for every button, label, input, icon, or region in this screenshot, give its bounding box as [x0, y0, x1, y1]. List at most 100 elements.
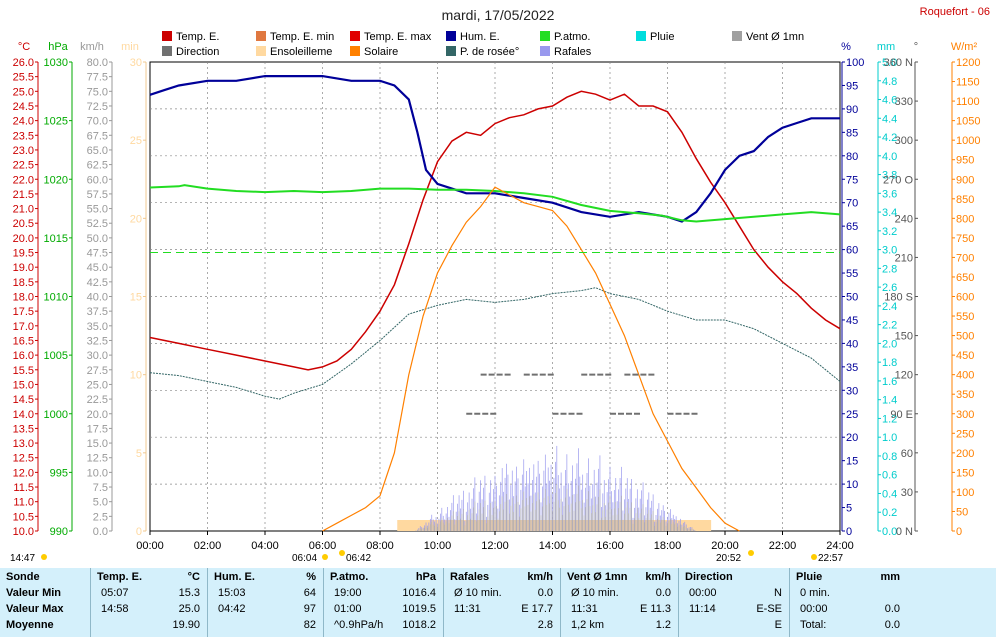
stats-unit: km/h	[645, 571, 671, 583]
tick-label-solar: 950	[956, 155, 974, 167]
sun-bar	[699, 520, 703, 531]
tick-label-rain: 4.6	[882, 95, 897, 107]
tick-label-temp: 21.5	[13, 189, 34, 201]
stats-value: 1018.2	[402, 619, 436, 631]
tick-label-direction: 150	[895, 331, 913, 343]
tick-label-rain: 4.8	[882, 76, 897, 88]
chart-legend: Temp. E. Temp. E. min Temp. E. max Hum. E. P…	[162, 31, 804, 58]
tick-label-temp: 26.0	[13, 57, 34, 69]
sun-bar	[693, 520, 697, 531]
tick-label-solar: 450	[956, 350, 974, 362]
event-time: 06:42	[346, 553, 371, 564]
x-tick-label: 10:00	[424, 540, 452, 552]
tick-label-temp: 10.0	[13, 526, 34, 538]
legend-label: Vent Ø 1mn	[746, 31, 804, 43]
stats-time: Total:	[800, 619, 827, 631]
chart-title: mardi, 17/05/2022	[442, 7, 555, 23]
tick-label-humidity: 45	[846, 315, 858, 327]
series-line-solaire	[322, 186, 740, 532]
tick-label-rain: 2.2	[882, 320, 897, 332]
legend-swatch	[540, 31, 550, 41]
stats-value: 0.0	[655, 587, 671, 599]
tick-label-humidity: 25	[846, 409, 858, 421]
tick-label-wind: 77.5	[87, 72, 108, 84]
tick-label-rain: 2.0	[882, 338, 897, 350]
stats-value: 1016.4	[402, 587, 436, 599]
tick-label-direction: 30	[901, 487, 913, 499]
legend-swatch	[732, 31, 742, 41]
axis-unit-label: min	[121, 41, 139, 53]
tick-label-wind: 20.0	[87, 409, 108, 421]
tick-label-solar: 800	[956, 213, 974, 225]
stats-column: Hum. E.% 15:03 04:42 64 97 82	[207, 568, 324, 637]
sun-bar	[403, 520, 407, 531]
tick-label-sun: 30	[130, 57, 142, 69]
stats-time: 00:00	[689, 587, 717, 599]
stats-time: 05:07	[101, 587, 129, 599]
tick-label-temp: 16.5	[13, 335, 34, 347]
tick-label-wind: 10.0	[87, 467, 108, 479]
axis-unit-label: hPa	[48, 41, 68, 53]
x-tick-label: 04:00	[251, 540, 279, 552]
stats-header: P.atmo.	[330, 571, 369, 583]
stats-time: 11:31	[571, 603, 598, 615]
tick-label-temp: 14.5	[13, 394, 34, 406]
stats-header: Pluie	[796, 571, 823, 583]
stats-unit: hPa	[415, 571, 436, 583]
tick-label-rain: 5.0	[882, 57, 897, 69]
tick-label-humidity: 70	[846, 198, 858, 210]
tick-label-solar: 750	[956, 233, 974, 245]
tick-label-rain: 1.8	[882, 357, 897, 369]
stats-column: Temp. E. °C 05:07 14:58 15.3 25.0 19.90	[90, 568, 208, 637]
tick-label-temp: 11.5	[13, 482, 34, 494]
tick-label-temp: 10.5	[13, 511, 34, 523]
stats-time: 01:00	[334, 603, 362, 615]
tick-label-wind: 45.0	[87, 262, 108, 274]
axis-unit-label: °C	[18, 41, 30, 53]
legend-swatch	[256, 46, 266, 56]
tick-label-humidity: 5	[846, 503, 852, 515]
tick-label-solar: 400	[956, 370, 974, 382]
x-tick-label: 22:00	[769, 540, 797, 552]
tick-label-solar: 0	[956, 526, 962, 538]
stats-value: 82	[303, 619, 316, 631]
tick-label-sun: 20	[130, 213, 142, 225]
tick-label-direction: 60	[901, 448, 913, 460]
event-time: 06:04	[292, 553, 317, 564]
stats-row-label: Valeur Min	[6, 587, 62, 599]
tick-label-wind: 32.5	[87, 335, 108, 347]
tick-label-humidity: 35	[846, 362, 858, 374]
event-time: 22:57	[818, 553, 843, 564]
tick-label-solar: 700	[956, 252, 974, 264]
tick-label-humidity: 60	[846, 245, 858, 257]
chart-lines	[149, 75, 841, 532]
legend-swatch	[350, 31, 360, 41]
x-tick-label: 18:00	[654, 540, 682, 552]
tick-label-humidity: 20	[846, 432, 858, 444]
stats-value: E-SE	[756, 603, 782, 615]
tick-label-solar: 850	[956, 194, 974, 206]
legend-swatch	[446, 31, 456, 41]
stats-column: Rafales km/h Ø 10 min. 11:31 0.0 E 17.7 2.8	[443, 568, 561, 637]
tick-label-temp: 17.5	[13, 306, 34, 318]
stats-time: 11:14	[689, 603, 716, 615]
tick-label-solar: 150	[956, 467, 974, 479]
tick-label-wind: 67.5	[87, 130, 108, 142]
stats-column: Sonde Valeur Min Valeur Max Moyenne	[0, 568, 90, 637]
tick-label-wind: 25.0	[87, 379, 108, 391]
tick-label-temp: 12.0	[13, 467, 34, 479]
tick-label-humidity: 15	[846, 456, 858, 468]
stats-value: E 11.3	[640, 603, 671, 615]
stats-value: E	[774, 619, 782, 631]
series-line-p-atmo-	[149, 184, 841, 223]
tick-label-rain: 0.8	[882, 451, 897, 463]
tick-label-temp: 16.0	[13, 350, 34, 362]
axis-unit-label: mm	[877, 41, 895, 53]
stats-column: Pluie mm 0 min. 00:00 Total: 0.0 0.0	[789, 568, 908, 637]
stats-column: P.atmo. hPa 19:00 01:00 ^0.9hPa/h 1016.4 1019.…	[323, 568, 444, 637]
tick-label-humidity: 30	[846, 385, 858, 397]
tick-label-temp: 24.0	[13, 116, 34, 128]
legend-swatch	[636, 31, 646, 41]
tick-label-wind: 17.5	[87, 423, 108, 435]
stats-value: 19.90	[172, 619, 200, 631]
